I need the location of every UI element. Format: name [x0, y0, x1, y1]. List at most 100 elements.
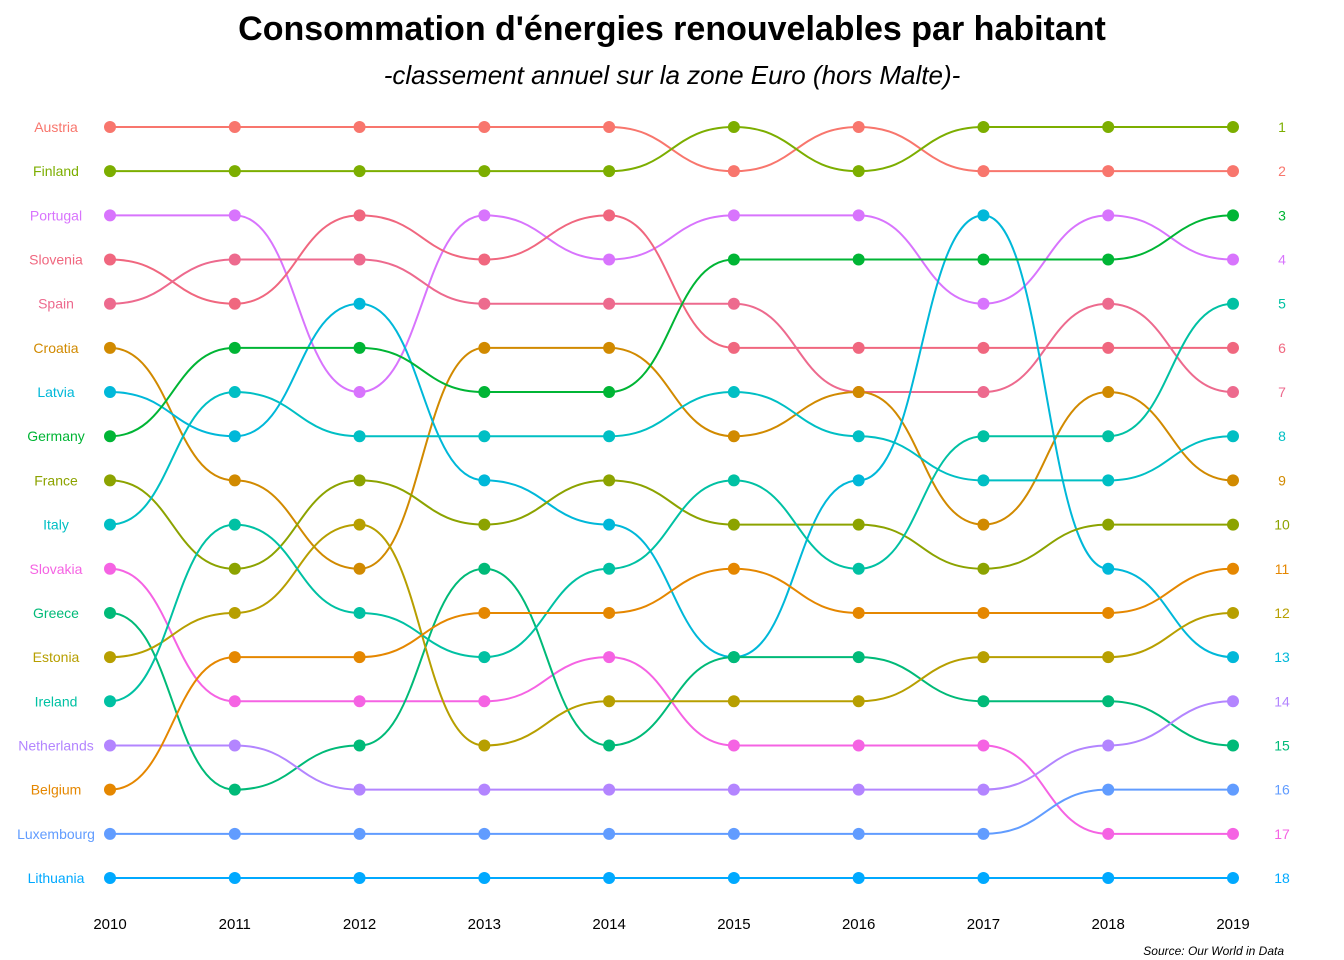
point-ireland-2010	[104, 695, 116, 708]
point-spain-2018	[1102, 297, 1115, 310]
point-finland-2015	[727, 121, 740, 133]
point-lithuania-2014	[603, 872, 616, 884]
point-belgium-2015	[727, 562, 740, 575]
label-slovenia: Slovenia	[29, 252, 83, 268]
rank-label-14: 14	[1274, 693, 1290, 709]
rank-label-2: 2	[1278, 163, 1286, 179]
point-portugal-2014	[603, 253, 616, 266]
point-belgium-2012	[353, 651, 366, 664]
point-lithuania-2011	[228, 872, 241, 884]
point-estonia-2019	[1227, 606, 1239, 619]
point-france-2015	[727, 518, 740, 531]
x-tick-2015: 2015	[717, 916, 750, 933]
point-latvia-2013	[478, 474, 491, 487]
point-ireland-2013	[478, 651, 491, 664]
point-portugal-2013	[478, 209, 491, 222]
point-latvia-2016	[852, 474, 865, 487]
point-spain-2017	[977, 386, 990, 399]
point-slovenia-2013	[478, 253, 491, 266]
series-line-ireland	[109, 302, 1234, 703]
point-netherlands-2018	[1102, 739, 1115, 752]
x-tick-2016: 2016	[842, 916, 875, 933]
point-netherlands-2012	[353, 783, 366, 796]
point-luxembourg-2016	[852, 827, 865, 840]
point-finland-2014	[603, 165, 616, 178]
point-ireland-2011	[228, 518, 241, 531]
rank-label-6: 6	[1278, 340, 1286, 356]
chart-title: Consommation d'énergies renouvelables pa…	[238, 10, 1106, 48]
source-caption: Source: Our World in Data	[1143, 944, 1284, 958]
rank-label-17: 17	[1274, 826, 1290, 842]
point-germany-2017	[977, 253, 990, 266]
point-lithuania-2019	[1227, 872, 1239, 884]
point-belgium-2011	[228, 651, 241, 664]
point-slovenia-2016	[852, 341, 865, 354]
label-finland: Finland	[33, 163, 79, 179]
point-estonia-2013	[478, 739, 491, 752]
point-finland-2012	[353, 165, 366, 178]
point-luxembourg-2018	[1102, 783, 1115, 796]
point-estonia-2012	[353, 518, 366, 531]
point-greece-2014	[603, 739, 616, 752]
point-germany-2016	[852, 253, 865, 266]
point-france-2019	[1227, 518, 1239, 531]
point-luxembourg-2010	[104, 827, 116, 840]
point-france-2016	[852, 518, 865, 531]
point-spain-2015	[727, 297, 740, 310]
point-slovakia-2012	[353, 695, 366, 708]
point-greece-2013	[478, 562, 491, 575]
point-austria-2011	[228, 121, 241, 133]
point-greece-2010	[104, 606, 116, 619]
series-line-slovakia	[109, 567, 1233, 835]
point-spain-2014	[603, 297, 616, 310]
point-austria-2010	[104, 121, 116, 133]
rank-label-18: 18	[1274, 870, 1290, 886]
point-slovenia-2010	[104, 253, 116, 266]
point-estonia-2010	[104, 651, 116, 664]
point-slovakia-2015	[727, 739, 740, 752]
point-croatia-2017	[977, 518, 990, 531]
point-slovenia-2012	[353, 209, 366, 222]
point-croatia-2018	[1102, 386, 1115, 399]
point-ireland-2018	[1102, 430, 1115, 443]
point-finland-2017	[977, 121, 990, 133]
point-germany-2012	[353, 341, 366, 354]
point-slovakia-2014	[603, 651, 616, 664]
point-france-2014	[603, 474, 616, 487]
label-luxembourg: Luxembourg	[17, 826, 95, 842]
x-tick-2011: 2011	[219, 916, 251, 933]
chart-subtitle: -classement annuel sur la zone Euro (hor…	[383, 60, 961, 90]
rank-label-3: 3	[1278, 207, 1286, 223]
point-luxembourg-2011	[228, 827, 241, 840]
point-estonia-2016	[852, 695, 865, 708]
rank-label-16: 16	[1274, 782, 1290, 798]
point-lithuania-2013	[478, 872, 491, 884]
label-belgium: Belgium	[31, 782, 82, 798]
rank-label-9: 9	[1278, 472, 1286, 488]
point-estonia-2017	[977, 651, 990, 664]
series-line-estonia	[109, 523, 1234, 747]
point-portugal-2012	[353, 386, 366, 399]
point-italy-2019	[1227, 430, 1239, 443]
point-germany-2019	[1227, 209, 1239, 222]
point-greece-2015	[727, 651, 740, 664]
x-tick-2019: 2019	[1216, 916, 1249, 933]
series-line-germany	[109, 214, 1234, 438]
point-lithuania-2018	[1102, 872, 1115, 884]
point-spain-2012	[353, 253, 366, 266]
point-luxembourg-2013	[478, 827, 491, 840]
point-italy-2011	[228, 386, 241, 399]
point-lithuania-2010	[104, 872, 116, 884]
point-portugal-2010	[104, 209, 116, 222]
point-belgium-2013	[478, 606, 491, 619]
point-greece-2016	[852, 651, 865, 664]
point-croatia-2012	[353, 562, 366, 575]
series-line-luxembourg	[109, 788, 1233, 835]
point-estonia-2018	[1102, 651, 1115, 664]
rank-label-15: 15	[1274, 737, 1290, 753]
point-france-2012	[353, 474, 366, 487]
point-slovakia-2017	[977, 739, 990, 752]
point-slovakia-2011	[228, 695, 241, 708]
point-france-2013	[478, 518, 491, 531]
label-greece: Greece	[33, 605, 79, 621]
